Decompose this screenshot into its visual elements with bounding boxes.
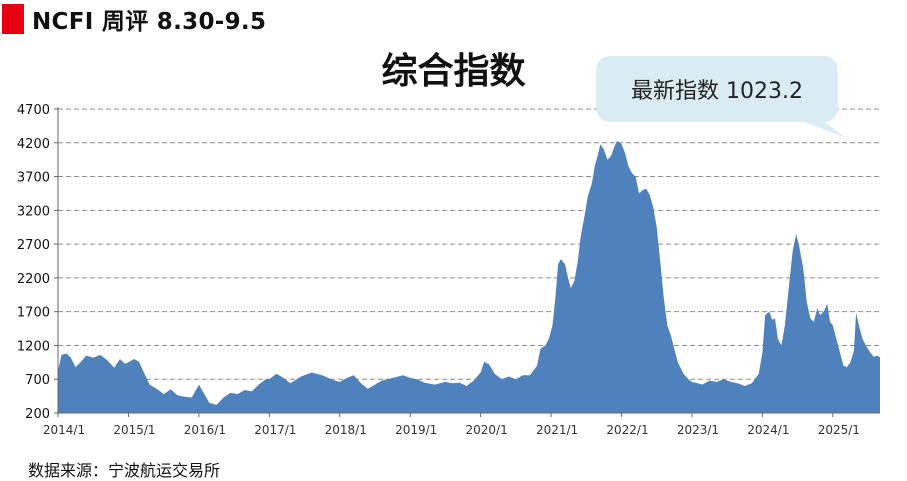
x-tick-label: 2023/1 (677, 423, 719, 437)
y-tick-label: 2200 (17, 272, 50, 287)
y-tick-label: 3700 (17, 171, 50, 186)
composite-index-area (58, 140, 880, 414)
x-tick-label: 2018/1 (325, 423, 367, 437)
report-header: NCFI 周评 8.30-9.5 (2, 4, 267, 35)
y-tick-label: 4700 (17, 103, 50, 118)
x-axis-ticks: 2014/1 2015/1 2016/1 2017/1 2018/1 2019/1 2020… (43, 413, 860, 437)
x-tick-label: 2025/1 (818, 423, 860, 437)
y-tick-label: 3200 (17, 204, 50, 219)
y-tick-label: 1700 (17, 306, 50, 321)
callout-tail (784, 114, 846, 138)
x-tick-label: 2020/1 (466, 423, 508, 437)
x-tick-label: 2015/1 (113, 423, 155, 437)
axes (57, 107, 880, 414)
y-tick-label: 4200 (17, 137, 50, 152)
callout-bubble: 最新指数 1023.2 (596, 56, 838, 122)
x-tick-label: 2022/1 (606, 423, 648, 437)
x-tick-label: 2016/1 (184, 423, 226, 437)
chart-title: 综合指数 (381, 51, 526, 92)
grid-lines (58, 108, 880, 380)
x-tick-label: 2019/1 (395, 423, 437, 437)
x-tick-label: 2024/1 (747, 423, 789, 437)
latest-index-callout: 最新指数 1023.2 (596, 56, 846, 138)
y-tick-label: 200 (25, 407, 50, 422)
x-tick-label: 2021/1 (536, 423, 578, 437)
y-axis-ticks: 200 700 1200 1700 2200 2700 3200 3700 4200 4700 (17, 103, 58, 422)
data-source: 数据来源：宁波航运交易所 (28, 461, 221, 480)
y-tick-label: 700 (25, 373, 50, 388)
red-accent-mark (2, 4, 24, 34)
report-title: NCFI 周评 8.30-9.5 (32, 9, 267, 35)
x-tick-label: 2017/1 (254, 423, 296, 437)
y-tick-label: 1200 (17, 339, 50, 354)
y-tick-label: 2700 (17, 238, 50, 253)
x-tick-label: 2014/1 (43, 423, 85, 437)
